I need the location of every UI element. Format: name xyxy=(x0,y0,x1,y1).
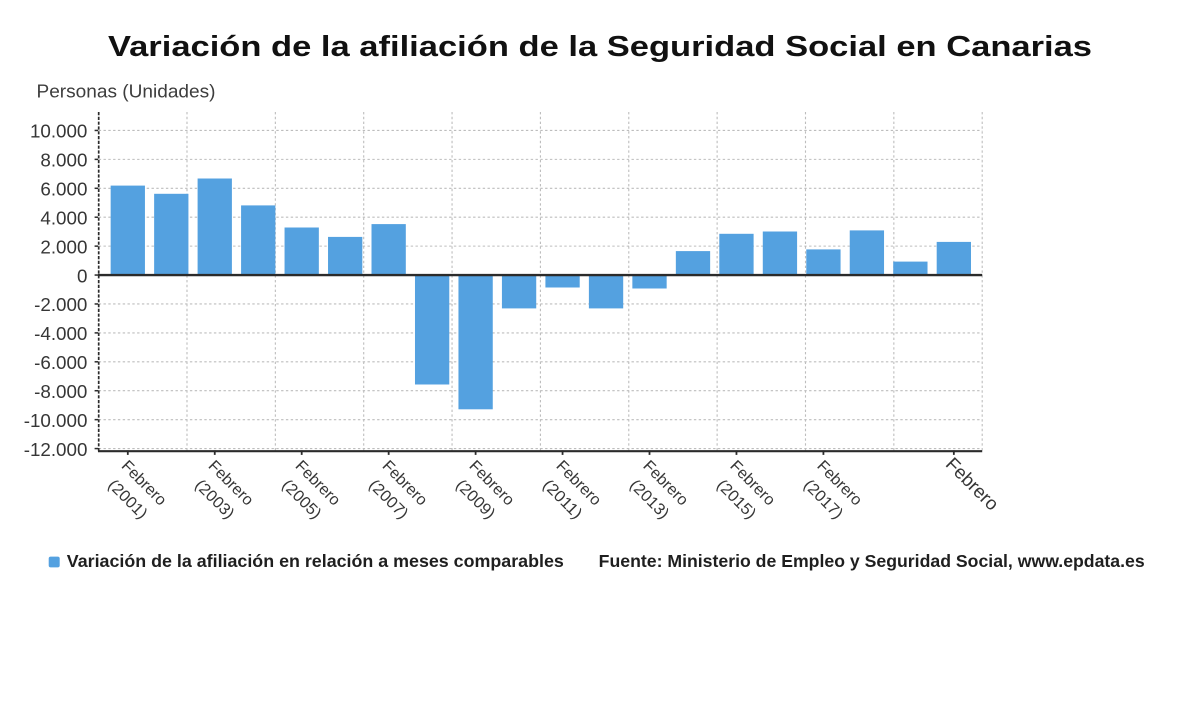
svg-text:Variación de la afiliación en: Variación de la afiliación en relación a… xyxy=(67,551,564,571)
svg-text:10.000: 10.000 xyxy=(30,121,87,142)
svg-text:0: 0 xyxy=(77,265,87,286)
svg-text:8.000: 8.000 xyxy=(40,150,87,171)
svg-text:Personas (Unidades): Personas (Unidades) xyxy=(37,80,216,101)
svg-text:-8.000: -8.000 xyxy=(34,381,87,402)
svg-text:-12.000: -12.000 xyxy=(24,439,88,460)
svg-text:4.000: 4.000 xyxy=(40,207,87,228)
svg-text:Variación de la afiliación de: Variación de la afiliación de la Segurid… xyxy=(108,31,1092,63)
svg-text:6.000: 6.000 xyxy=(40,178,87,199)
svg-text:-4.000: -4.000 xyxy=(34,323,87,344)
svg-text:-6.000: -6.000 xyxy=(34,352,87,373)
svg-text:-10.000: -10.000 xyxy=(24,410,88,431)
svg-text:2.000: 2.000 xyxy=(40,236,87,257)
svg-text:Fuente: Ministerio de Empleo y: Fuente: Ministerio de Empleo y Seguridad… xyxy=(599,551,1145,571)
svg-text:-2.000: -2.000 xyxy=(34,294,87,315)
